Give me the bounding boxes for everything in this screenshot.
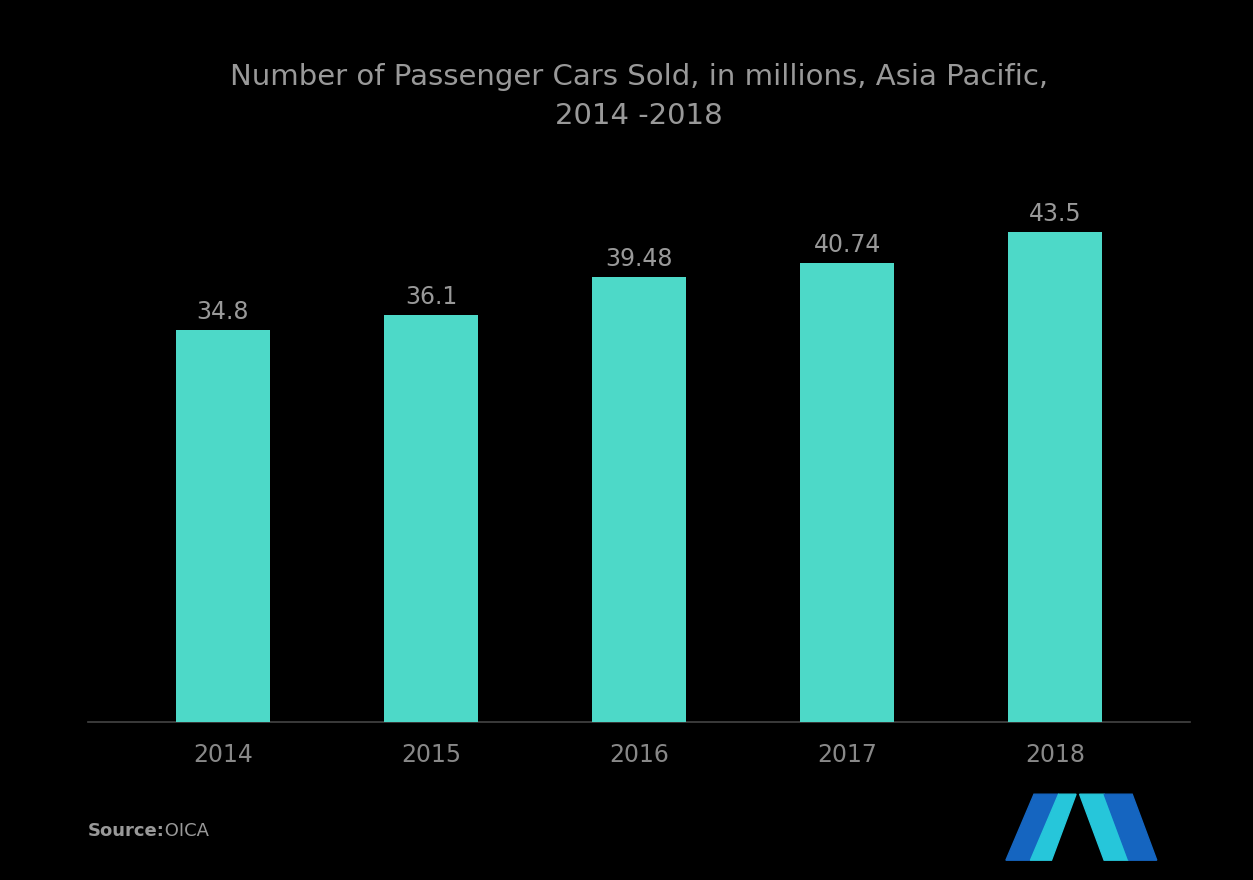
Text: 34.8: 34.8 xyxy=(197,300,249,324)
Polygon shape xyxy=(1104,794,1157,861)
Text: 40.74: 40.74 xyxy=(813,233,881,257)
Polygon shape xyxy=(1080,794,1129,861)
Bar xyxy=(177,330,269,722)
Bar xyxy=(593,277,685,722)
Polygon shape xyxy=(1006,794,1059,861)
Polygon shape xyxy=(1030,794,1076,861)
Bar xyxy=(801,263,893,722)
Text: 36.1: 36.1 xyxy=(405,285,457,310)
Text: 43.5: 43.5 xyxy=(1029,202,1081,226)
Bar xyxy=(1009,231,1101,722)
Bar xyxy=(385,315,477,722)
Text: OICA: OICA xyxy=(159,822,209,840)
Text: Source:: Source: xyxy=(88,822,164,840)
Text: 39.48: 39.48 xyxy=(605,247,673,271)
Title: Number of Passenger Cars Sold, in millions, Asia Pacific,
2014 -2018: Number of Passenger Cars Sold, in millio… xyxy=(231,62,1048,129)
